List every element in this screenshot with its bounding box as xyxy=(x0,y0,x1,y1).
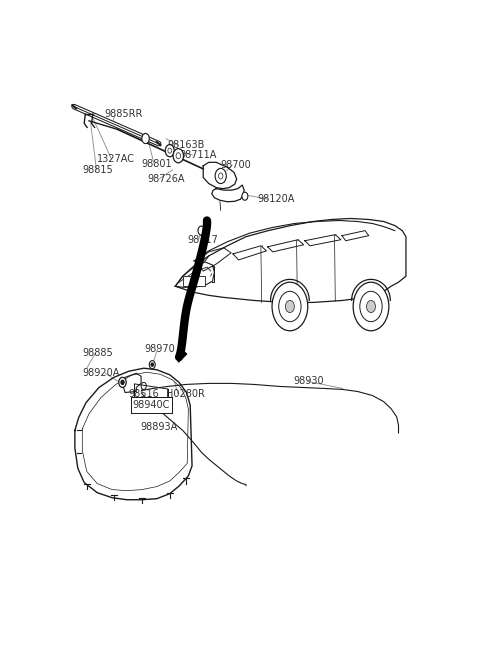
Text: 1327AC: 1327AC xyxy=(97,154,135,164)
Circle shape xyxy=(198,226,204,235)
Circle shape xyxy=(176,152,180,159)
Text: 98940C: 98940C xyxy=(132,399,170,409)
Circle shape xyxy=(353,283,389,330)
Circle shape xyxy=(142,133,149,144)
Text: 98885: 98885 xyxy=(83,348,113,358)
Circle shape xyxy=(218,173,223,179)
Bar xyxy=(183,276,205,286)
Text: 98726A: 98726A xyxy=(147,174,185,184)
Circle shape xyxy=(121,380,124,384)
Text: 98711A: 98711A xyxy=(180,150,217,160)
Circle shape xyxy=(173,148,183,163)
Circle shape xyxy=(272,283,308,330)
Circle shape xyxy=(168,148,172,153)
Text: 98700: 98700 xyxy=(221,160,252,170)
Polygon shape xyxy=(178,348,187,362)
Text: 98930: 98930 xyxy=(294,376,324,386)
Circle shape xyxy=(360,291,382,322)
Circle shape xyxy=(367,300,375,313)
Text: 98893A: 98893A xyxy=(140,422,177,432)
Text: 98920A: 98920A xyxy=(83,369,120,378)
Circle shape xyxy=(151,363,154,366)
Circle shape xyxy=(215,168,226,183)
Bar xyxy=(131,397,172,413)
Text: 98516: 98516 xyxy=(129,388,159,399)
Circle shape xyxy=(119,377,126,388)
Circle shape xyxy=(279,291,301,322)
Circle shape xyxy=(242,192,248,200)
Text: 98801: 98801 xyxy=(141,159,172,169)
Text: 98163B: 98163B xyxy=(167,139,204,150)
Circle shape xyxy=(165,145,174,157)
Circle shape xyxy=(286,300,294,313)
Text: H0280R: H0280R xyxy=(166,388,205,399)
Circle shape xyxy=(149,361,155,369)
Text: 98970: 98970 xyxy=(145,344,176,355)
Text: 98717: 98717 xyxy=(187,235,218,244)
Text: 98815: 98815 xyxy=(83,165,113,175)
Circle shape xyxy=(141,382,146,390)
Text: 98120A: 98120A xyxy=(257,194,295,204)
Text: 9885RR: 9885RR xyxy=(104,109,142,120)
